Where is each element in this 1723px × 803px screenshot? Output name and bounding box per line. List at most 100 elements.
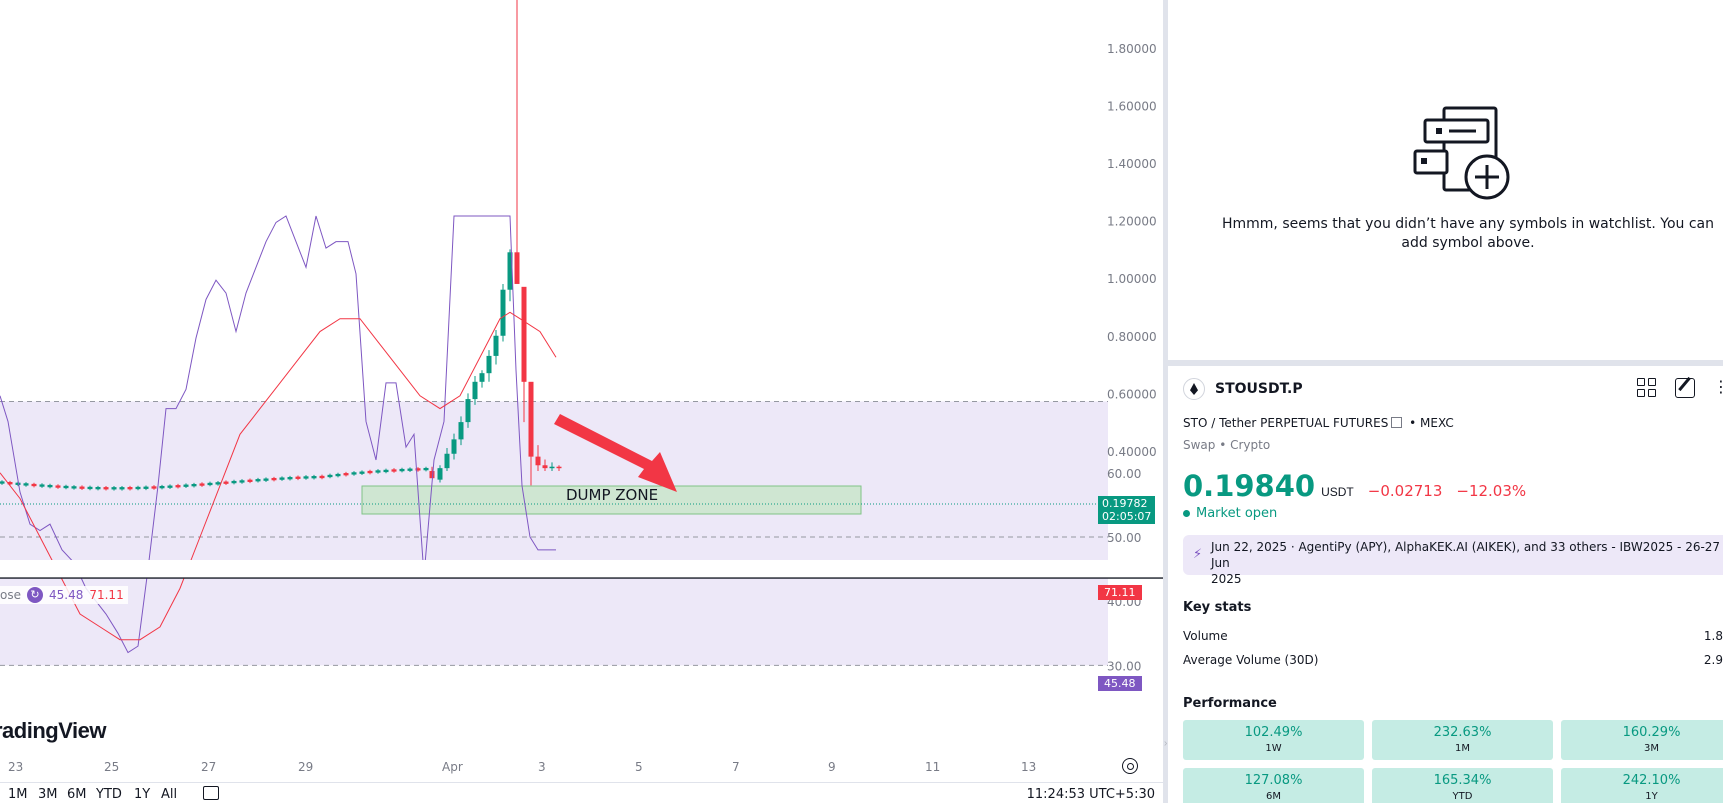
settings-gear-icon[interactable] — [1122, 758, 1138, 774]
candle-body — [319, 475, 325, 479]
date-axis-label: 11 — [925, 760, 940, 774]
clock[interactable]: 11:24:53 UTC+5:30 — [1026, 787, 1155, 802]
candle-body — [79, 486, 85, 489]
candle-body — [239, 480, 245, 483]
candle-body — [507, 252, 513, 290]
candle-body — [521, 286, 527, 382]
timeframe-ytd[interactable]: YTD — [96, 787, 122, 802]
panel-divider[interactable] — [1163, 0, 1168, 803]
candle-body — [207, 482, 213, 486]
panel-separator[interactable] — [1168, 360, 1723, 366]
candle-body — [407, 468, 413, 471]
bar-countdown: 02:05:07 — [1102, 510, 1152, 523]
market-status-text: Market open — [1196, 506, 1278, 521]
perf-label: 6M — [1266, 791, 1281, 802]
lightning-icon: ⚡ — [1193, 547, 1203, 562]
date-axis-label: 27 — [201, 760, 216, 774]
candle-body — [263, 478, 269, 481]
chart-canvas[interactable]: 1.80000 1.60000 1.40000 1.20000 1.00000 0.800… — [0, 0, 1163, 782]
candle-body — [271, 477, 277, 481]
symbol-name[interactable]: STOUSDT.P — [1215, 381, 1303, 397]
candle-body — [151, 486, 157, 489]
candle-body — [383, 469, 389, 473]
red-arrow-drawing — [554, 414, 677, 492]
candle-body — [451, 439, 457, 454]
perf-cell-ytd[interactable]: 165.34% YTD — [1372, 768, 1553, 803]
candle-body — [359, 471, 365, 474]
rsi-source: ose — [0, 588, 21, 602]
layout-grid-icon[interactable] — [1637, 378, 1657, 398]
timeframe-1y[interactable]: 1Y — [134, 787, 151, 802]
last-price-value: 0.19782 — [1102, 497, 1148, 510]
candle-body — [343, 473, 349, 476]
rsi-upper-tag: 71.11 — [1098, 585, 1142, 600]
symbol-description[interactable]: STO / Tether PERPETUAL FUTURES — [1183, 416, 1389, 430]
timeframe-3m[interactable]: 3M — [38, 787, 58, 802]
candle-body — [15, 482, 21, 485]
candle-body — [444, 453, 450, 469]
empty-watchlist-message: Hmmm, seems that you didn’t have any sym… — [1221, 216, 1714, 251]
perf-cell-1w[interactable]: 102.49% 1W — [1183, 720, 1364, 760]
calendar-icon[interactable] — [203, 786, 219, 800]
date-axis-label: 7 — [732, 760, 740, 774]
price-change-percent: −12.03% — [1456, 482, 1527, 500]
perf-cell-6m[interactable]: 127.08% 6M — [1183, 768, 1364, 803]
candle-body — [167, 485, 173, 488]
date-axis-label: 29 — [298, 760, 313, 774]
price-axis-label: 1.60000 — [1107, 100, 1157, 114]
date-axis-label: 25 — [104, 760, 119, 774]
event-text-line1: Jun 22, 2025 · AgentiPy (APY), AlphaKEK.… — [1211, 540, 1721, 570]
last-price-tag: 0.19782 02:05:07 — [1098, 496, 1156, 524]
symbol-subtype: Swap • Crypto — [1183, 438, 1271, 452]
event-banner[interactable]: ⚡ Jun 22, 2025 · AgentiPy (APY), AlphaKE… — [1183, 535, 1723, 586]
price-axis-label: 1.00000 — [1107, 272, 1157, 286]
rsi-axis-label: 60.00 — [1107, 467, 1141, 481]
candle-body — [135, 486, 141, 490]
timeframe-6m[interactable]: 6M — [67, 787, 87, 802]
external-link-icon[interactable] — [1391, 417, 1403, 428]
rsi-legend[interactable]: ose ↻ 45.48 71.11 — [0, 586, 128, 604]
date-axis-label: Apr — [442, 760, 463, 774]
candle-body — [7, 482, 13, 485]
exchange-name[interactable]: • MEXC — [1409, 416, 1454, 430]
price-axis-label: 1.20000 — [1107, 215, 1157, 229]
perf-value: 127.08% — [1244, 773, 1303, 788]
perf-value: 160.29% — [1622, 725, 1681, 740]
candle-body — [423, 467, 429, 471]
perf-cell-3m[interactable]: 160.29% 3M — [1561, 720, 1723, 760]
candle-body — [375, 470, 381, 473]
candle-body — [31, 483, 37, 487]
chart-pane[interactable]: 1.80000 1.60000 1.40000 1.20000 1.00000 0.800… — [0, 0, 1163, 803]
cycle-icon[interactable]: ↻ — [26, 587, 43, 603]
dump-zone-label[interactable]: DUMP ZONE — [566, 486, 659, 504]
performance-title[interactable]: Performance — [1183, 696, 1277, 711]
event-text-line2: 2025 — [1211, 572, 1242, 586]
timeframe-all[interactable]: All — [161, 787, 178, 802]
candle-body — [95, 486, 101, 490]
perf-cell-1y[interactable]: 242.10% 1Y — [1561, 768, 1723, 803]
candle-body — [549, 466, 555, 469]
candle-body — [514, 252, 520, 284]
candle-body — [199, 483, 205, 486]
candle-body — [103, 487, 109, 490]
current-price: 0.19840 — [1183, 469, 1316, 503]
candle-body — [327, 474, 333, 478]
symbol-header[interactable]: STOUSDT.P — [1183, 378, 1303, 400]
candle-body — [119, 487, 125, 490]
symbol-logo-icon — [1183, 378, 1205, 400]
tradingview-watermark[interactable]: radingView — [0, 718, 106, 743]
candle-body — [528, 381, 534, 457]
price-axis-label: 1.80000 — [1107, 42, 1157, 56]
perf-label: YTD — [1452, 791, 1473, 802]
collapse-handle-icon[interactable]: › — [1164, 738, 1168, 749]
perf-cell-1m[interactable]: 232.63% 1M — [1372, 720, 1553, 760]
date-axis-label: 9 — [828, 760, 836, 774]
candle-body — [223, 481, 229, 484]
key-stats-title[interactable]: Key stats — [1183, 600, 1252, 615]
more-icon[interactable]: ⋮ — [1713, 379, 1723, 396]
perf-value: 165.34% — [1433, 773, 1492, 788]
edit-icon[interactable] — [1675, 378, 1695, 398]
timeframe-1m[interactable]: 1M — [8, 787, 28, 802]
price-change: −0.02713 — [1367, 482, 1443, 500]
candle-body — [391, 469, 397, 472]
